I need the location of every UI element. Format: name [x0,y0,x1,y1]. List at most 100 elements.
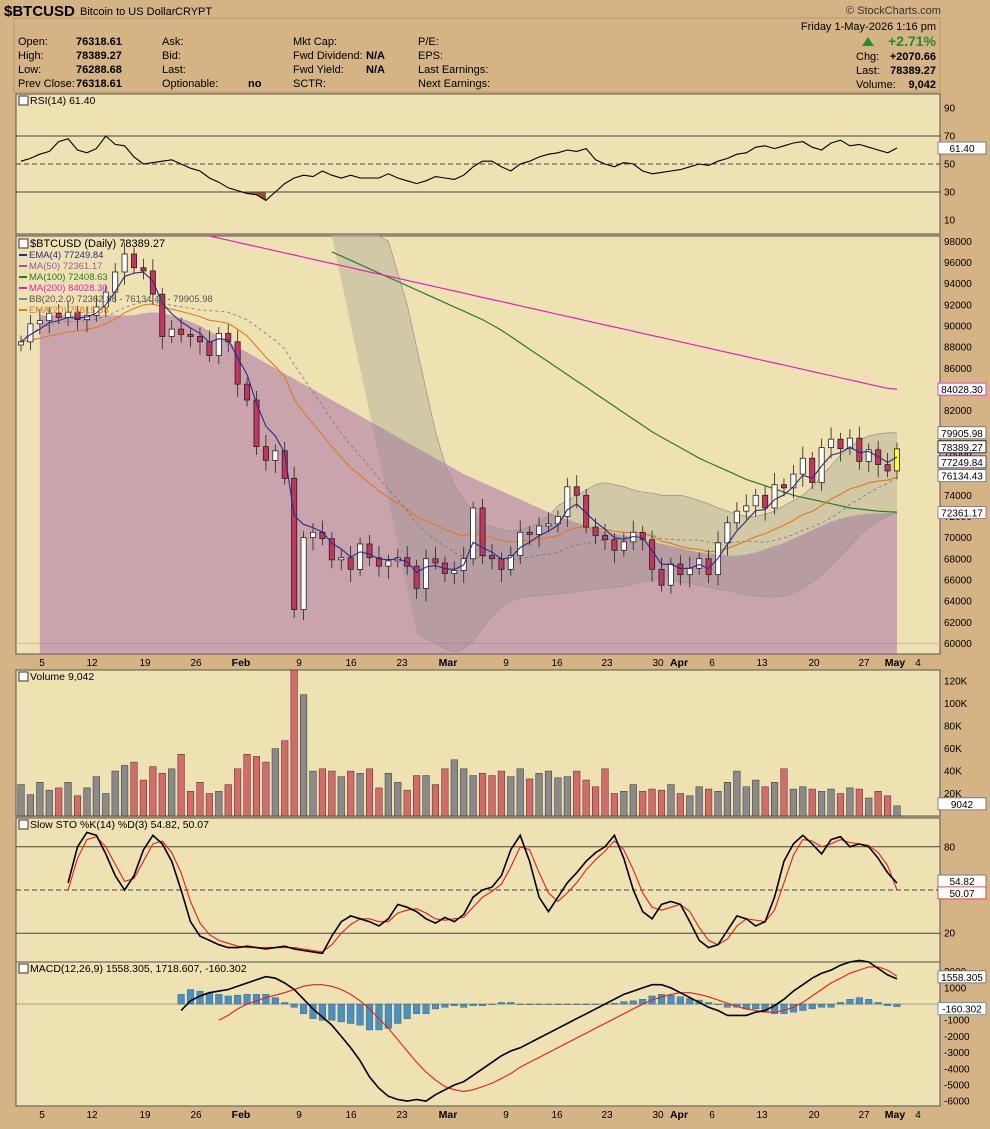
macd-histogram-bar [300,1003,308,1014]
macd-histogram-bar [827,1003,835,1008]
volume-bar [676,793,684,817]
x-tick-label: 23 [601,658,613,669]
candle-body [743,505,750,512]
macd-histogram-bar [874,1002,882,1005]
rsi-ytick: 90 [944,104,956,115]
macd-histogram-bar [771,1003,779,1014]
volume-bar [874,791,882,817]
macd-histogram-bar [252,994,260,1005]
price-ytick: 94000 [944,279,972,290]
candle-body [479,507,486,556]
candle [865,443,872,472]
volume-bar [187,791,195,817]
candle-body [488,555,495,560]
candle [262,434,269,471]
pct-change: +2.71% [888,33,936,49]
volume-bar [215,791,223,817]
candle-body [357,543,364,570]
volume-panel: 20K 40K 60K 80K 100K 120K 9042 Volume 9,042 [15,669,987,817]
volume-bar [836,793,845,817]
bb-upper-last-label: 79905.98 [941,429,983,440]
macd-histogram-bar [187,989,195,1005]
macd-hist-last-label: -160.302 [942,1005,982,1016]
macd-histogram-bar [799,1003,807,1011]
volume-bar [328,770,336,817]
candle-body [225,332,232,343]
candle-body [828,438,835,449]
macd-histogram-bar [808,1003,816,1010]
collapse-icon [18,238,29,249]
ma200-line [209,235,898,390]
x-tick-label: Apr [670,1109,688,1121]
volume-bar [573,770,581,817]
macd-histogram-bar [582,1003,590,1005]
candle-body [234,341,241,385]
candle [573,475,580,508]
ma200-last-label: 84028.30 [941,385,983,396]
candle [300,531,307,621]
volume-bar [64,782,72,817]
candle-body [338,557,345,561]
price-ytick: 86000 [944,364,972,375]
candle [375,546,382,577]
low-label: Low: [18,64,41,76]
volume-bar [657,789,666,817]
candle [121,242,128,285]
macd-signal-line [218,966,898,1092]
candle-body [507,555,514,570]
stochastic-ytick: 20 [944,929,956,940]
legend-label: MA(100) 72408.63 [29,272,108,283]
candle [187,328,194,348]
x-tick-label: 9 [503,658,509,669]
candle [545,512,552,533]
eps-label: EPS: [418,50,443,62]
price-ytick: 98000 [944,237,972,248]
volume-bar [563,776,571,817]
volume-bar [111,770,119,817]
volume-bar [752,779,760,817]
x-tick-label: 9 [296,1110,302,1121]
stochastic-ytick: 80 [944,842,956,853]
volume-value: 9,042 [908,79,936,91]
candle-body [724,522,731,544]
macd-histogram-bar [723,1003,731,1008]
last-earnings-label: Last Earnings: [418,64,488,76]
candle-body [611,539,618,551]
x-tick-label: 9 [296,658,302,669]
rsi-line [20,135,898,202]
x-tick-label: 6 [709,658,715,669]
volume-bar [827,788,835,817]
candle [102,285,109,316]
low-value: 76288.68 [76,64,122,76]
volume-bar [26,794,34,817]
optionable-value: no [248,78,262,90]
candle-body [639,531,646,541]
macd-histogram-bar [375,1003,383,1031]
rsi-oversold-fill [237,192,266,201]
candle [620,532,627,557]
high-label: High: [18,50,44,62]
macd-ytick: -2000 [944,1032,970,1043]
price-ytick: 88000 [944,343,972,354]
volume-bar [375,787,383,817]
macd-histogram-bar [780,1003,788,1014]
volume-bar [639,791,647,817]
high-value: 78389.27 [76,50,122,62]
macd-histogram-bar [610,1003,618,1005]
volume-bar [45,789,53,817]
candle-body [413,565,420,589]
volume-bar [290,669,298,817]
x-tick-label: 23 [396,658,408,669]
volume-bar [243,753,251,817]
macd-hist-last-label-box [937,1002,987,1016]
candle-body [498,558,505,570]
stochastic-title: Slow STO %K(14) %D(3) 54.82, 50.07 [30,819,209,831]
volume-bar [365,768,374,817]
ema4-last-label-box [937,455,987,469]
macd-histogram-bar [271,997,279,1005]
macd-histogram-bar [629,1000,637,1005]
macd-histogram-bar [884,1003,892,1006]
macd-histogram-bar [855,997,863,1005]
volume-ytick: 120K [944,677,968,688]
volume-bar [177,753,185,817]
